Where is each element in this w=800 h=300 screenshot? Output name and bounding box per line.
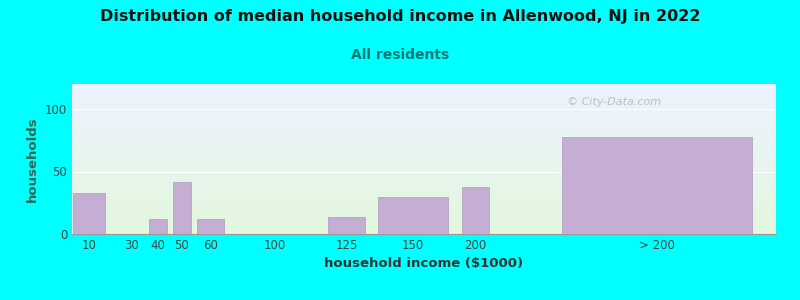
Bar bbox=[73, 193, 105, 234]
Bar bbox=[197, 219, 224, 234]
Bar bbox=[149, 219, 167, 234]
Text: Distribution of median household income in Allenwood, NJ in 2022: Distribution of median household income … bbox=[100, 9, 700, 24]
Bar bbox=[562, 136, 751, 234]
Bar bbox=[173, 182, 190, 234]
Bar bbox=[462, 187, 489, 234]
Text: All residents: All residents bbox=[351, 48, 449, 62]
Bar bbox=[328, 217, 365, 234]
Text: © City-Data.com: © City-Data.com bbox=[567, 97, 661, 107]
Bar bbox=[378, 196, 449, 234]
X-axis label: household income ($1000): household income ($1000) bbox=[325, 257, 523, 270]
Y-axis label: households: households bbox=[26, 116, 39, 202]
